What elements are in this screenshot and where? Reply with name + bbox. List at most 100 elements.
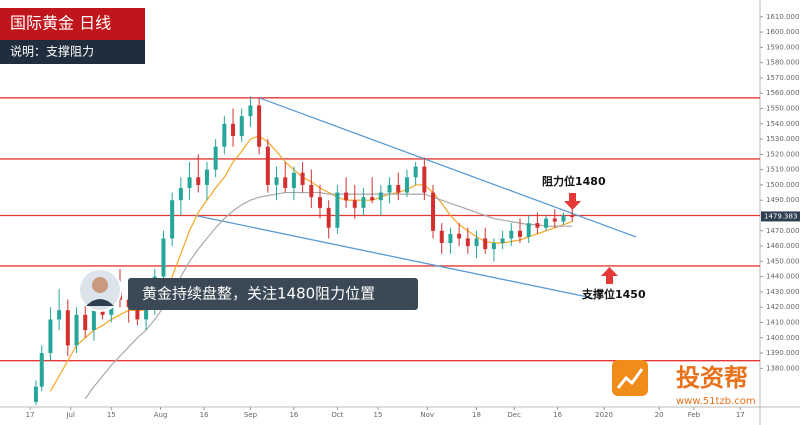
candle-body — [561, 215, 566, 222]
candle-body — [465, 238, 470, 247]
candle-body — [265, 146, 270, 185]
last-price-label: 1479.383 — [764, 212, 797, 220]
y-tick-label: 1380.000 — [766, 364, 799, 372]
candle-body — [387, 184, 392, 193]
candle-body — [283, 177, 288, 188]
candle-body — [448, 233, 453, 243]
y-tick-label: 1400.000 — [766, 334, 799, 342]
y-tick-label: 1490.000 — [766, 196, 799, 204]
candle-body — [370, 197, 375, 201]
overlay: 国际黄金 日线 说明：支撑阻力 黄金持续盘整，关注1480阻力位置 阻力位148… — [0, 8, 756, 407]
candle-body — [300, 172, 305, 185]
x-tick-label: Sep — [244, 411, 258, 419]
candle-body — [74, 314, 79, 346]
logo-url: www.51tzb.com — [676, 396, 756, 407]
candle-body — [222, 123, 227, 147]
candle-body — [570, 215, 575, 218]
candle-body — [352, 200, 357, 208]
candle-body — [361, 197, 366, 208]
candle-body — [39, 353, 44, 387]
candle-body — [509, 230, 514, 239]
candle-body — [231, 123, 236, 137]
candle-body — [518, 230, 522, 237]
x-tick-label: Dec — [507, 411, 521, 419]
candle-body — [33, 386, 38, 402]
y-tick-label: 1540.000 — [766, 120, 799, 128]
x-tick-label: 16 — [553, 411, 562, 419]
resistance-label: 阻力位1480 — [542, 174, 606, 188]
support-label: 支撑位1450 — [581, 287, 646, 301]
candle-body — [65, 310, 70, 346]
x-tick-label: 20 — [655, 411, 664, 419]
trend-line — [258, 97, 637, 238]
x-tick-label: Oct — [331, 411, 343, 419]
plot: 1380.000 1390.000 1400.000 1410.000 1420.000… — [0, 13, 799, 419]
candle-body — [135, 307, 140, 320]
candle-body — [196, 177, 201, 185]
candle-body — [239, 116, 244, 137]
subtitle-box — [0, 40, 145, 64]
chart-title: 国际黄金 日线 — [10, 14, 111, 33]
candle-body — [326, 207, 331, 228]
candle-body — [309, 184, 314, 198]
y-tick-label: 1470.000 — [766, 227, 799, 235]
candle-body — [178, 187, 183, 201]
candle-body — [204, 169, 209, 185]
candle-body — [274, 177, 279, 185]
title-box — [0, 8, 145, 40]
candle-body — [535, 223, 540, 228]
y-tick-label: 1510.000 — [766, 166, 799, 174]
y-tick-label: 1430.000 — [766, 288, 799, 296]
y-tick-label: 1600.000 — [766, 28, 799, 36]
candle-body — [248, 105, 253, 117]
down-arrow — [564, 193, 581, 210]
candle-body — [344, 192, 349, 201]
candle-body — [431, 192, 436, 231]
y-tick-label: 1580.000 — [766, 59, 799, 67]
y-tick-label: 1500.000 — [766, 181, 799, 189]
y-tick-label: 1560.000 — [766, 89, 799, 97]
candle-body — [291, 172, 296, 188]
candle-body — [483, 238, 488, 250]
candle-body — [396, 184, 401, 193]
logo-mark — [616, 368, 644, 389]
x-tick-label: 16 — [289, 411, 298, 419]
candle-body — [48, 319, 53, 354]
y-tick-label: 1440.000 — [766, 273, 799, 281]
candle-body — [83, 314, 88, 331]
subtitle: 说明：支撑阻力 — [10, 44, 94, 59]
candle-body — [91, 307, 96, 331]
avatar-body — [86, 299, 114, 306]
x-tick-label: 15 — [107, 411, 116, 419]
candle-body — [457, 233, 462, 239]
x-tick-label: Feb — [688, 411, 701, 419]
x-tick-label: 18 — [472, 411, 481, 419]
logo-name: 投资帮 — [676, 364, 748, 392]
x-tick-label: 17 — [26, 411, 35, 419]
candle-body — [544, 218, 549, 228]
x-tick-label: Nov — [420, 411, 434, 419]
y-tick-label: 1570.000 — [766, 74, 799, 82]
y-tick-label: 1390.000 — [766, 349, 799, 357]
candle-body — [257, 105, 262, 147]
up-arrow — [601, 267, 618, 284]
candle-body — [378, 192, 383, 201]
candle-body — [526, 223, 531, 237]
y-tick-label: 1420.000 — [766, 303, 799, 311]
y-tick-label: 1460.000 — [766, 242, 799, 250]
candle-body — [439, 230, 444, 243]
x-tick-label: 2020 — [595, 411, 613, 419]
y-tick-label: 1450.000 — [766, 257, 799, 265]
candle-body — [413, 166, 418, 178]
x-tick-label: Jul — [65, 411, 75, 419]
y-tick-label: 1550.000 — [766, 105, 799, 113]
candle-body — [404, 177, 409, 193]
candle-body — [144, 307, 149, 320]
y-tick-label: 1610.000 — [766, 13, 799, 21]
y-tick-label: 1590.000 — [766, 43, 799, 51]
candle-body — [213, 146, 218, 170]
candle-body — [474, 238, 479, 247]
avatar-face — [92, 277, 108, 293]
candle-body — [552, 218, 557, 222]
